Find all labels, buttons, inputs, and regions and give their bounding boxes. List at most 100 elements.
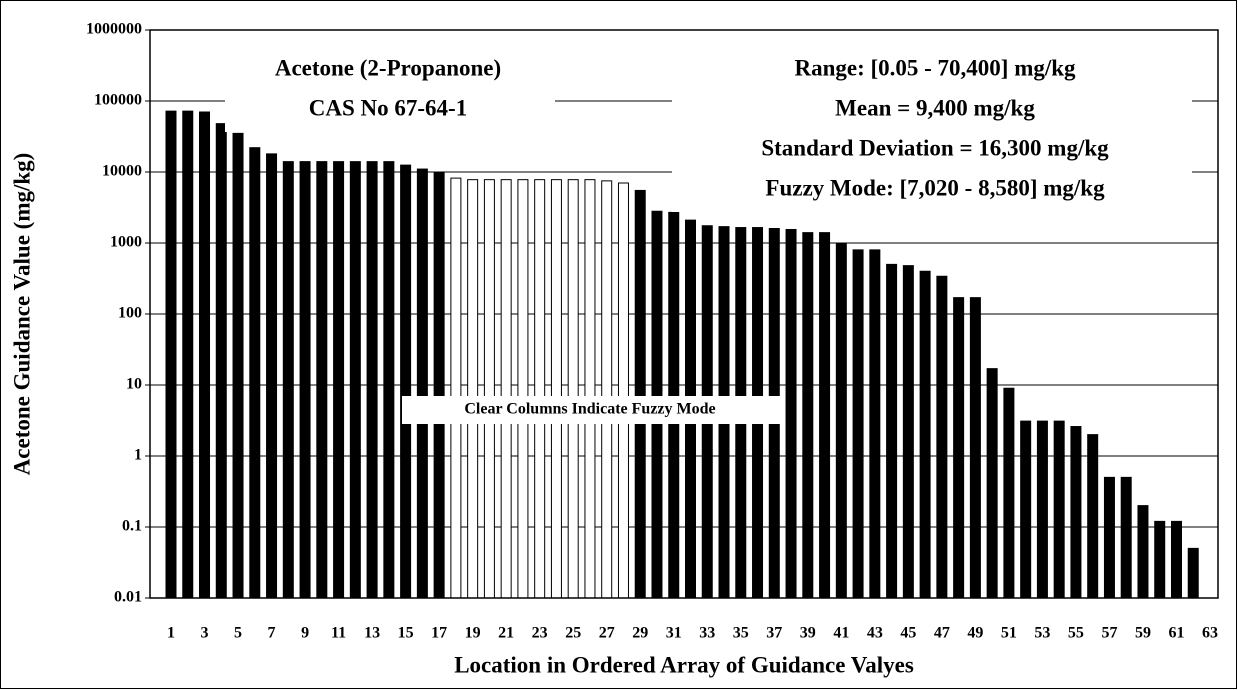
x-tick-label: 1: [167, 625, 175, 642]
bar: [1120, 476, 1132, 599]
bar: [1170, 520, 1182, 599]
bar: [1003, 387, 1015, 599]
x-tick-label: 51: [1001, 625, 1017, 642]
bar: [232, 132, 244, 599]
bar: [165, 110, 177, 599]
bar: [601, 180, 613, 599]
bar: [182, 110, 194, 599]
x-tick-label: 3: [201, 625, 209, 642]
y-tick-label: 1: [134, 447, 142, 464]
bar: [1154, 520, 1166, 599]
bar: [802, 232, 814, 599]
annotation: Mean = 9,400 mg/kg: [835, 95, 1035, 120]
annotation-box: [672, 50, 1192, 212]
y-tick-label: 1000: [110, 234, 142, 251]
bar: [1187, 547, 1199, 599]
x-tick-label: 23: [532, 625, 548, 642]
x-tick-label: 15: [398, 625, 414, 642]
x-tick-label: 39: [800, 625, 816, 642]
x-tick-label: 41: [833, 625, 849, 642]
bar: [483, 179, 495, 599]
x-tick-label: 61: [1168, 625, 1184, 642]
bar: [1070, 426, 1082, 599]
bar: [383, 161, 395, 599]
x-tick-label: 43: [867, 625, 883, 642]
x-tick-label: 49: [967, 625, 983, 642]
bar: [534, 179, 546, 599]
annotation: Clear Columns Indicate Fuzzy Mode: [464, 401, 715, 418]
bar: [1020, 420, 1032, 599]
annotation-box: [225, 50, 555, 132]
bar: [1103, 476, 1115, 599]
y-tick-label: 10000: [102, 163, 142, 180]
bar: [634, 189, 646, 599]
x-tick-label: 37: [766, 625, 782, 642]
bar: [215, 123, 227, 599]
x-tick-label: 25: [565, 625, 581, 642]
y-tick-label: 100000: [94, 92, 142, 109]
annotation: Range: [0.05 - 70,400] mg/kg: [794, 55, 1076, 80]
bar: [467, 179, 479, 599]
x-tick-label: 57: [1101, 625, 1117, 642]
annotation: Acetone (2-Propanone): [275, 55, 501, 80]
x-tick-label: 53: [1034, 625, 1050, 642]
bar: [969, 297, 981, 599]
x-tick-label: 55: [1068, 625, 1084, 642]
x-tick-label: 5: [234, 625, 242, 642]
bar: [1137, 505, 1149, 599]
annotation: Standard Deviation = 16,300 mg/kg: [761, 135, 1109, 160]
y-axis-label: Acetone Guidance Value (mg/kg): [9, 153, 34, 476]
bar: [416, 168, 428, 599]
x-tick-label: 31: [666, 625, 682, 642]
bar: [500, 179, 512, 599]
x-tick-label: 59: [1135, 625, 1151, 642]
y-tick-label: 0.01: [114, 589, 142, 606]
bar: [266, 153, 278, 599]
bar: [433, 171, 445, 599]
x-tick-label: 29: [632, 625, 648, 642]
bar: [349, 161, 361, 599]
y-tick-label: 0.1: [122, 518, 142, 535]
bar: [584, 179, 596, 599]
annotation: CAS No 67-64-1: [309, 95, 467, 120]
x-tick-label: 11: [331, 625, 346, 642]
bar: [852, 249, 864, 599]
y-tick-label: 10: [126, 376, 142, 393]
bar: [869, 249, 881, 599]
bar: [199, 111, 211, 599]
x-tick-label: 27: [599, 625, 615, 642]
bar: [316, 161, 328, 599]
note-box: [402, 396, 782, 424]
bar: [785, 228, 797, 599]
bar: [249, 147, 261, 599]
bar: [835, 242, 847, 599]
bar: [986, 368, 998, 599]
x-tick-label: 19: [465, 625, 481, 642]
bar: [902, 265, 914, 599]
bar: [567, 179, 579, 599]
bar: [819, 232, 831, 599]
plot-border: [149, 29, 1219, 599]
x-tick-label: 33: [699, 625, 715, 642]
bar: [1087, 434, 1099, 599]
y-tick-label: 1000000: [86, 21, 142, 38]
bar: [400, 164, 412, 599]
x-tick-label: 21: [498, 625, 514, 642]
bar: [299, 161, 311, 599]
bar: [1036, 420, 1048, 599]
x-tick-label: 45: [900, 625, 916, 642]
x-tick-label: 9: [301, 625, 309, 642]
bar: [1053, 420, 1065, 599]
bar: [919, 270, 931, 599]
y-tick-label: 100: [118, 305, 142, 322]
bar: [366, 161, 378, 599]
annotation: Fuzzy Mode: [7,020 - 8,580] mg/kg: [765, 175, 1105, 200]
bar: [517, 179, 529, 599]
x-tick-label: 13: [364, 625, 380, 642]
x-tick-label: 63: [1202, 625, 1218, 642]
x-tick-label: 47: [934, 625, 950, 642]
x-axis-label: Location in Ordered Array of Guidance Va…: [454, 652, 914, 677]
bar: [550, 179, 562, 599]
x-tick-label: 35: [733, 625, 749, 642]
